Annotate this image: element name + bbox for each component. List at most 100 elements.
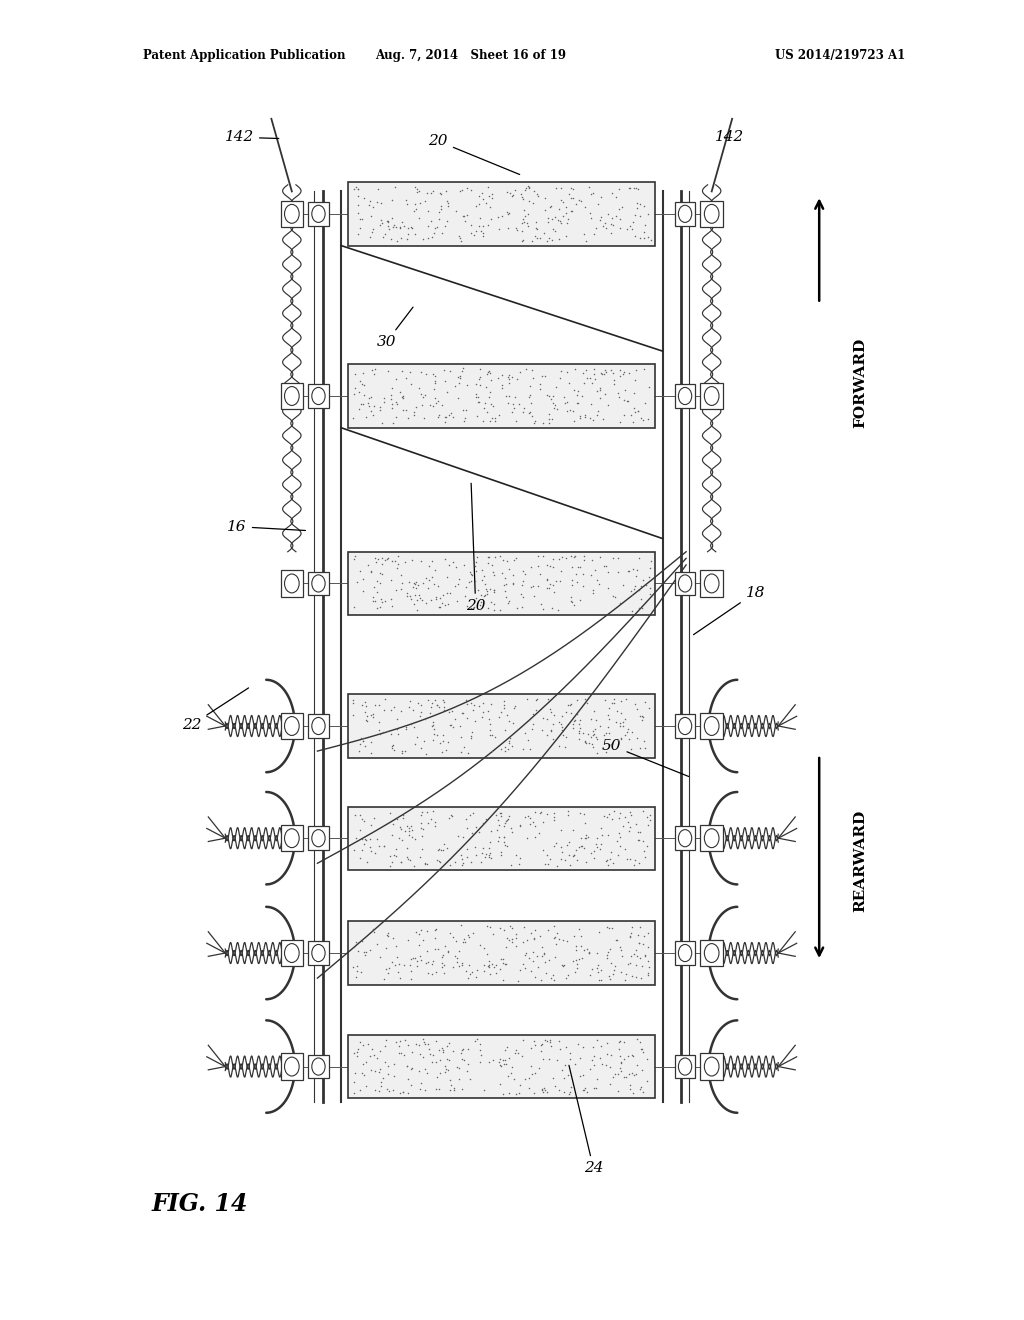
Point xyxy=(400,697,417,718)
Point xyxy=(578,812,594,833)
Point xyxy=(592,210,608,231)
Point xyxy=(520,730,537,751)
Point xyxy=(451,372,467,393)
Point xyxy=(504,1056,520,1077)
Point xyxy=(495,949,511,970)
Point xyxy=(620,391,636,412)
Point xyxy=(387,1031,403,1052)
Point xyxy=(534,1040,550,1061)
Point xyxy=(509,368,525,389)
Point xyxy=(424,566,440,587)
Point xyxy=(495,375,511,396)
Point xyxy=(454,702,470,723)
Point xyxy=(561,845,578,866)
Point xyxy=(583,407,599,428)
Point xyxy=(597,359,613,380)
Point xyxy=(541,688,557,709)
Point xyxy=(420,228,436,249)
Point xyxy=(571,837,588,858)
Point xyxy=(475,187,492,209)
Point xyxy=(433,195,450,216)
Point xyxy=(559,392,575,413)
Point xyxy=(616,404,633,425)
Point xyxy=(447,556,464,577)
Point xyxy=(622,1078,638,1100)
Point xyxy=(365,706,381,727)
Point xyxy=(620,1045,636,1067)
Point xyxy=(501,202,517,223)
Point xyxy=(509,597,525,618)
Point xyxy=(472,1034,488,1055)
Point xyxy=(571,713,588,734)
Point xyxy=(475,838,492,859)
Point xyxy=(438,407,455,428)
Point xyxy=(564,574,581,595)
Point xyxy=(595,408,611,429)
Point xyxy=(431,209,447,230)
Point xyxy=(558,203,574,224)
Point xyxy=(634,954,650,975)
Point xyxy=(407,734,423,755)
Point xyxy=(567,1053,584,1074)
Point xyxy=(523,923,540,944)
Point xyxy=(356,1064,373,1085)
Point xyxy=(505,565,521,586)
Point xyxy=(403,1057,420,1078)
Point xyxy=(641,376,657,397)
Bar xyxy=(348,1035,655,1098)
Point xyxy=(378,1030,394,1051)
Point xyxy=(358,696,375,717)
Point xyxy=(505,573,521,594)
Point xyxy=(574,722,591,743)
Point xyxy=(490,826,507,847)
Point xyxy=(555,929,571,950)
Point xyxy=(563,693,580,714)
Point xyxy=(384,738,400,759)
Point xyxy=(351,370,368,391)
Point xyxy=(616,838,633,859)
Point xyxy=(408,1034,424,1055)
Point xyxy=(592,546,608,568)
Point xyxy=(409,181,425,202)
Point xyxy=(504,735,520,756)
Point xyxy=(447,931,464,952)
Point xyxy=(562,201,579,222)
Point xyxy=(485,579,502,601)
Point xyxy=(476,397,493,418)
Point xyxy=(475,937,492,958)
Point xyxy=(494,843,510,865)
Point xyxy=(601,1074,617,1096)
Point xyxy=(443,805,460,826)
Point xyxy=(508,218,524,239)
Point xyxy=(627,177,643,198)
Point xyxy=(373,589,389,610)
Point xyxy=(432,733,449,754)
Point xyxy=(377,549,393,570)
Point xyxy=(380,962,396,983)
Point xyxy=(610,198,627,219)
Point xyxy=(428,962,444,983)
Point xyxy=(578,689,594,710)
Bar xyxy=(700,1053,723,1080)
Point xyxy=(555,206,571,227)
Point xyxy=(372,723,388,744)
Point xyxy=(625,412,641,433)
Point xyxy=(581,177,597,198)
Point xyxy=(439,566,456,587)
Point xyxy=(526,816,543,837)
Point xyxy=(511,393,527,414)
Point xyxy=(365,590,381,611)
Point xyxy=(441,1049,458,1071)
Point xyxy=(602,214,618,235)
Point xyxy=(355,1034,372,1055)
Point xyxy=(391,828,408,849)
Point xyxy=(398,837,415,858)
Point xyxy=(451,226,467,247)
Point xyxy=(573,935,590,956)
Point xyxy=(408,198,424,219)
Point xyxy=(507,845,523,866)
Point xyxy=(481,719,498,741)
Point xyxy=(628,954,644,975)
Point xyxy=(551,1080,567,1101)
Point xyxy=(375,722,391,743)
